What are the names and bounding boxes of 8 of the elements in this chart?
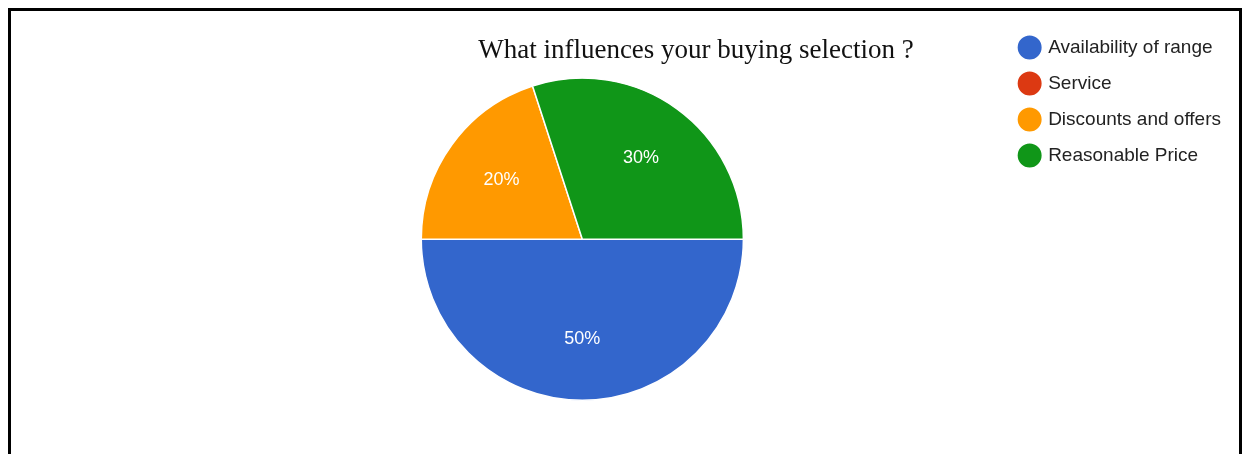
legend-label: Reasonable Price: [1048, 143, 1199, 165]
legend-label: Discounts and offers: [1048, 107, 1221, 129]
data-label: 20%: [483, 169, 520, 190]
data-label: 50%: [564, 328, 601, 349]
chart-title: What influences your buying selection ?: [478, 34, 914, 65]
data-label: 30%: [623, 147, 660, 168]
legend-label: Service: [1048, 71, 1112, 93]
legend-label: Availability of range: [1048, 35, 1213, 57]
